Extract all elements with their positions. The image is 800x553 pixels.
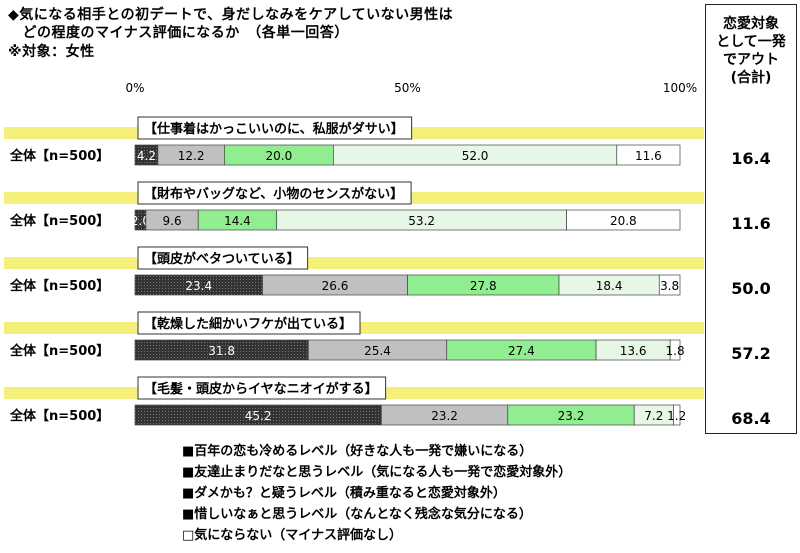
legend-text-1: ■百年の恋も冷めるレベル（好きな人も一発で嫌いになる） xyxy=(182,444,533,459)
total-header-line-3: でアウト xyxy=(723,52,779,68)
legend-item-4: ■惜しいなぁと思うレベル（なんとなく残念な気分になる） xyxy=(182,503,532,522)
heading-box-1 xyxy=(137,116,413,140)
total-value-1: 16.4 xyxy=(731,149,771,168)
data-label-row4-seg4: 13.6 xyxy=(620,344,647,358)
item-heading-4: 【乾燥した細かいフケが出ている】 xyxy=(144,316,352,332)
row-label-1: 全体【n=500】 xyxy=(9,148,109,164)
heading-band-3 xyxy=(4,257,704,269)
data-label-row5-seg2: 23.2 xyxy=(431,409,458,423)
row-label-5: 全体【n=500】 xyxy=(9,408,109,424)
bar-row1-seg5 xyxy=(616,144,681,166)
legend-item-5: □気にならない（マイナス評価なし） xyxy=(182,524,402,543)
total-column-header: 恋愛対象 として一発 でアウト (合計) xyxy=(706,15,796,87)
total-header-line-1: 恋愛対象 xyxy=(723,16,779,32)
legend-item-1: ■百年の恋も冷めるレベル（好きな人も一発で嫌いになる） xyxy=(182,440,532,459)
legend-text-2: ■友達止まりだなと思うレベル（気になる人も一発で恋愛対象外） xyxy=(182,465,572,480)
total-column: 恋愛対象 として一発 でアウト (合計) 16.4 11.6 50.0 57.2… xyxy=(705,4,797,434)
bar-row5-seg5 xyxy=(673,404,681,426)
heading-box-5 xyxy=(137,376,387,400)
data-label-row5-seg4: 7.2 xyxy=(644,409,663,423)
row-label-3: 全体【n=500】 xyxy=(9,278,109,294)
bar-row2-seg5 xyxy=(566,209,681,231)
total-header-line-2: として一発 xyxy=(716,34,786,50)
chart-title-line-2: どの程度のマイナス評価になるか （各単一回答） xyxy=(8,25,349,41)
bar-row4-seg5 xyxy=(669,339,681,361)
row-label-2: 全体【n=500】 xyxy=(9,213,109,229)
stacked-bar-chart: 0% 50% 100% 【仕事着はかっこいいのに、私服がダサい】全体【n=500】 4.… xyxy=(4,81,704,426)
x-tick-label-1: 0% xyxy=(125,81,144,95)
data-label-row1-seg4: 52.0 xyxy=(462,149,489,163)
total-value-2: 11.6 xyxy=(731,214,771,233)
item-heading-5: 【毛髪・頭皮からイヤなニオイがする】 xyxy=(144,381,378,397)
data-label-row4-seg3: 27.4 xyxy=(508,344,535,358)
target-note: ※対象：女性 xyxy=(8,44,95,60)
total-header-line-4: (合計) xyxy=(730,70,772,86)
legend-item-2: ■友達止まりだなと思うレベル（気になる人も一発で恋愛対象外） xyxy=(182,461,571,480)
total-value-3: 50.0 xyxy=(731,279,771,298)
data-label-row4-seg5: 1.8 xyxy=(666,344,685,358)
data-label-row1-seg1: 4.2 xyxy=(137,149,156,163)
data-label-row2-seg4: 53.2 xyxy=(408,214,435,228)
data-label-row5-seg5: 1.2 xyxy=(667,409,686,423)
heading-box-2 xyxy=(137,181,412,205)
data-label-row3-seg5: 3.8 xyxy=(660,279,679,293)
item-heading-3: 【頭皮がベタついている】 xyxy=(144,251,300,267)
legend-text-4: ■惜しいなぁと思うレベル（なんとなく残念な気分になる） xyxy=(182,507,532,522)
data-label-row1-seg3: 20.0 xyxy=(266,149,293,163)
data-label-row1-seg2: 12.2 xyxy=(178,149,205,163)
legend-item-3: ■ダメかも？と疑うレベル（積み重なると恋愛対象外） xyxy=(182,482,506,501)
total-value-5: 68.4 xyxy=(731,409,771,428)
data-label-row5-seg1: 45.2 xyxy=(245,409,272,423)
data-label-row2-seg5: 20.8 xyxy=(610,214,637,228)
data-label-row2-seg3: 14.4 xyxy=(224,214,251,228)
data-label-row3-seg1: 23.4 xyxy=(185,279,212,293)
data-label-row2-seg1: 2.0 xyxy=(131,214,150,228)
chart-title-line-1: ◆気になる相手との初デートで、身だしなみをケアしていない男性は xyxy=(8,7,454,23)
x-tick-label-3: 100% xyxy=(663,81,697,95)
row-label-4: 全体【n=500】 xyxy=(9,343,109,359)
item-heading-2: 【財布やバッグなど、小物のセンスがない】 xyxy=(144,186,403,202)
total-value-4: 57.2 xyxy=(731,344,771,363)
bar-row3-seg5 xyxy=(658,274,681,296)
heading-box-3 xyxy=(137,246,309,270)
data-label-row3-seg3: 27.8 xyxy=(470,279,497,293)
data-label-row1-seg5: 11.6 xyxy=(635,149,662,163)
legend-text-3: ■ダメかも？と疑うレベル（積み重なると恋愛対象外） xyxy=(182,486,506,501)
heading-box-4 xyxy=(137,311,361,335)
data-label-row2-seg2: 9.6 xyxy=(163,214,182,228)
data-label-row5-seg3: 23.2 xyxy=(558,409,585,423)
data-label-row3-seg4: 18.4 xyxy=(596,279,623,293)
data-label-row4-seg2: 25.4 xyxy=(364,344,391,358)
item-heading-1: 【仕事着はかっこいいのに、私服がダサい】 xyxy=(144,121,404,137)
data-label-row3-seg2: 26.6 xyxy=(322,279,349,293)
x-tick-label-2: 50% xyxy=(394,81,421,95)
data-label-row4-seg1: 31.8 xyxy=(208,344,235,358)
legend-text-5: □気にならない（マイナス評価なし） xyxy=(182,528,403,543)
